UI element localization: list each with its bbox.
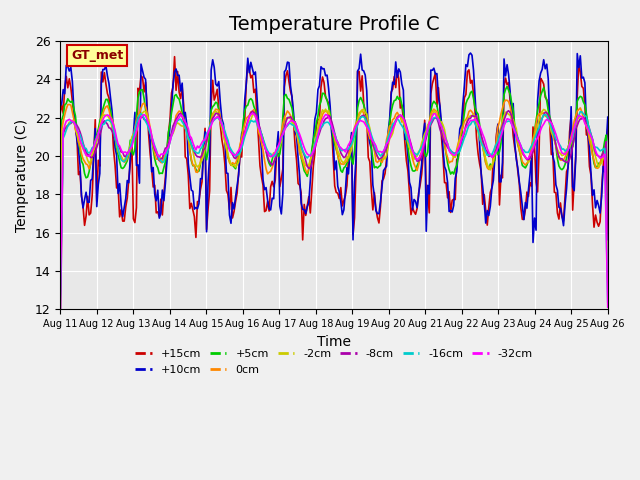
-16cm (124, 153, 131, 159)
+5cm (56, 261, 64, 266)
-16cm (573, 115, 581, 121)
+5cm (296, 148, 303, 154)
-8cm (220, 125, 227, 131)
-2cm (604, 279, 612, 285)
+15cm (299, 237, 307, 243)
+5cm (238, 135, 246, 141)
Line: -16cm: -16cm (60, 112, 608, 302)
0cm (296, 149, 303, 155)
-2cm (247, 117, 255, 122)
-16cm (604, 299, 612, 305)
0cm (575, 107, 582, 112)
Line: +5cm: +5cm (60, 86, 608, 268)
-2cm (575, 115, 582, 120)
-32cm (298, 136, 305, 142)
-32cm (604, 304, 612, 310)
-32cm (575, 112, 582, 118)
-32cm (220, 127, 227, 132)
-16cm (247, 118, 255, 123)
-32cm (248, 110, 256, 116)
-16cm (56, 298, 64, 304)
-32cm (124, 151, 131, 157)
-8cm (296, 135, 303, 141)
+5cm (604, 265, 612, 271)
+15cm (298, 190, 305, 195)
+5cm (575, 95, 582, 101)
-2cm (56, 265, 64, 271)
-8cm (56, 336, 64, 342)
-16cm (238, 146, 246, 152)
+15cm (171, 54, 179, 60)
+5cm (247, 96, 255, 101)
+10cm (604, 114, 612, 120)
-8cm (604, 237, 612, 242)
-2cm (238, 144, 246, 149)
-32cm (238, 142, 246, 147)
+5cm (220, 128, 227, 133)
0cm (502, 97, 509, 103)
+10cm (220, 121, 227, 127)
-8cm (505, 108, 513, 114)
Line: -32cm: -32cm (60, 113, 608, 307)
+15cm (577, 69, 584, 75)
Y-axis label: Temperature (C): Temperature (C) (15, 119, 29, 232)
+15cm (124, 195, 131, 201)
+15cm (56, 110, 64, 116)
0cm (247, 109, 255, 115)
+15cm (604, 126, 612, 132)
-16cm (220, 124, 227, 130)
0cm (220, 132, 227, 138)
Line: -2cm: -2cm (60, 109, 608, 282)
Line: +10cm: +10cm (60, 53, 608, 242)
-16cm (296, 136, 303, 142)
+10cm (56, 103, 64, 109)
-8cm (238, 140, 246, 146)
0cm (124, 156, 131, 161)
-32cm (247, 112, 255, 118)
0cm (604, 274, 612, 279)
+10cm (577, 53, 584, 59)
+15cm (221, 161, 228, 167)
-8cm (575, 119, 582, 124)
Line: 0cm: 0cm (60, 100, 608, 276)
+5cm (124, 158, 131, 164)
-2cm (360, 106, 367, 112)
+10cm (124, 178, 131, 183)
Text: GT_met: GT_met (71, 49, 124, 62)
-32cm (56, 295, 64, 301)
Title: Temperature Profile C: Temperature Profile C (228, 15, 439, 34)
+10cm (296, 173, 303, 179)
-2cm (220, 130, 227, 136)
+10cm (467, 50, 474, 56)
+10cm (238, 131, 246, 136)
-8cm (247, 110, 255, 116)
-2cm (124, 153, 131, 159)
+10cm (529, 240, 537, 245)
X-axis label: Time: Time (317, 335, 351, 349)
Line: -8cm: -8cm (60, 111, 608, 339)
0cm (238, 135, 246, 141)
Line: +15cm: +15cm (60, 57, 608, 240)
-2cm (296, 142, 303, 147)
-16cm (577, 109, 584, 115)
+10cm (247, 60, 255, 65)
-8cm (124, 150, 131, 156)
+15cm (239, 126, 247, 132)
+15cm (248, 72, 256, 78)
Legend: +15cm, +10cm, +5cm, 0cm, -2cm, -8cm, -16cm, -32cm: +15cm, +10cm, +5cm, 0cm, -2cm, -8cm, -16… (131, 345, 538, 379)
0cm (56, 266, 64, 272)
+5cm (503, 84, 511, 89)
